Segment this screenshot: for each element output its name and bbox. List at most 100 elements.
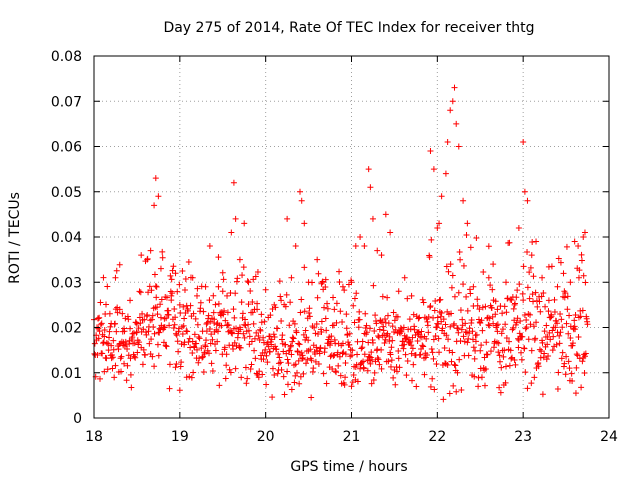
data-point — [407, 326, 414, 333]
data-point — [336, 268, 343, 275]
data-point — [476, 306, 483, 313]
data-point — [469, 336, 476, 343]
y-axis-label: ROTI / TECUs — [7, 192, 23, 284]
data-point — [136, 339, 143, 346]
data-point — [487, 282, 494, 289]
data-point — [209, 336, 216, 343]
data-point — [384, 312, 391, 319]
data-point — [262, 346, 269, 353]
data-point — [112, 320, 119, 327]
data-point — [127, 371, 134, 378]
data-point — [457, 307, 464, 314]
data-point — [251, 335, 258, 342]
data-point — [442, 170, 449, 177]
data-point — [220, 311, 227, 318]
data-point — [103, 339, 110, 346]
data-point — [343, 311, 350, 318]
data-point — [140, 326, 147, 333]
data-point — [94, 351, 101, 358]
data-point — [109, 354, 116, 361]
data-point — [341, 287, 348, 294]
data-point — [378, 346, 385, 353]
data-point — [215, 254, 222, 261]
data-point — [108, 342, 115, 349]
data-point — [132, 354, 139, 361]
data-point — [561, 360, 568, 367]
data-point — [534, 303, 541, 310]
data-point — [269, 394, 276, 401]
data-point — [148, 336, 155, 343]
data-point — [324, 305, 331, 312]
data-point — [240, 264, 247, 271]
data-point — [100, 274, 107, 281]
data-point — [451, 293, 458, 300]
data-point — [428, 236, 435, 243]
data-point — [170, 325, 177, 332]
data-point — [339, 283, 346, 290]
data-point — [372, 358, 379, 365]
y-tick-label: 0.01 — [51, 366, 82, 382]
data-point — [154, 311, 161, 318]
data-point — [289, 334, 296, 341]
data-point — [493, 322, 500, 329]
data-point — [350, 302, 357, 309]
data-point — [239, 310, 246, 317]
data-point — [152, 283, 159, 290]
data-point — [143, 331, 150, 338]
data-point — [537, 308, 544, 315]
data-point — [328, 333, 335, 340]
data-point — [215, 300, 222, 307]
data-point — [291, 320, 298, 327]
data-point — [408, 292, 415, 299]
data-point — [436, 297, 443, 304]
data-point — [285, 360, 292, 367]
data-point — [208, 360, 215, 367]
data-point — [125, 316, 132, 323]
data-point — [269, 365, 276, 372]
data-point — [400, 338, 406, 345]
data-point — [176, 281, 183, 288]
data-point — [502, 379, 509, 386]
data-point — [190, 310, 197, 317]
data-point — [572, 312, 579, 319]
data-point — [472, 338, 479, 345]
data-point — [556, 332, 563, 339]
data-point — [563, 243, 570, 250]
data-point — [166, 322, 173, 329]
data-point — [558, 316, 565, 323]
data-point — [154, 304, 161, 311]
data-point — [248, 361, 255, 368]
data-point — [160, 339, 167, 346]
data-point — [543, 322, 550, 329]
data-point — [305, 279, 312, 286]
data-point — [178, 359, 185, 366]
chart-title: Day 275 of 2014, Rate Of TEC Index for r… — [163, 20, 534, 36]
data-point — [455, 143, 462, 150]
y-tick-label: 0.07 — [51, 94, 82, 110]
y-tick-label: 0.04 — [51, 230, 82, 246]
data-point — [226, 366, 233, 373]
data-point — [184, 328, 191, 335]
data-point — [172, 364, 179, 371]
data-point — [266, 333, 273, 340]
data-point — [565, 358, 572, 365]
data-point — [254, 268, 261, 275]
data-point — [404, 295, 411, 302]
data-point — [535, 363, 542, 370]
data-point — [284, 381, 291, 388]
data-point — [163, 294, 170, 301]
data-point — [174, 288, 181, 295]
data-points — [91, 84, 591, 403]
data-point — [490, 320, 497, 327]
data-point — [245, 301, 252, 308]
data-point — [500, 353, 507, 360]
data-point — [238, 374, 245, 381]
data-point — [575, 334, 582, 340]
data-point — [268, 341, 275, 348]
x-tick-label: 20 — [257, 429, 275, 445]
data-point — [253, 329, 260, 336]
data-point — [492, 311, 499, 318]
data-point — [503, 279, 509, 286]
data-point — [433, 360, 440, 367]
data-point — [366, 325, 373, 332]
